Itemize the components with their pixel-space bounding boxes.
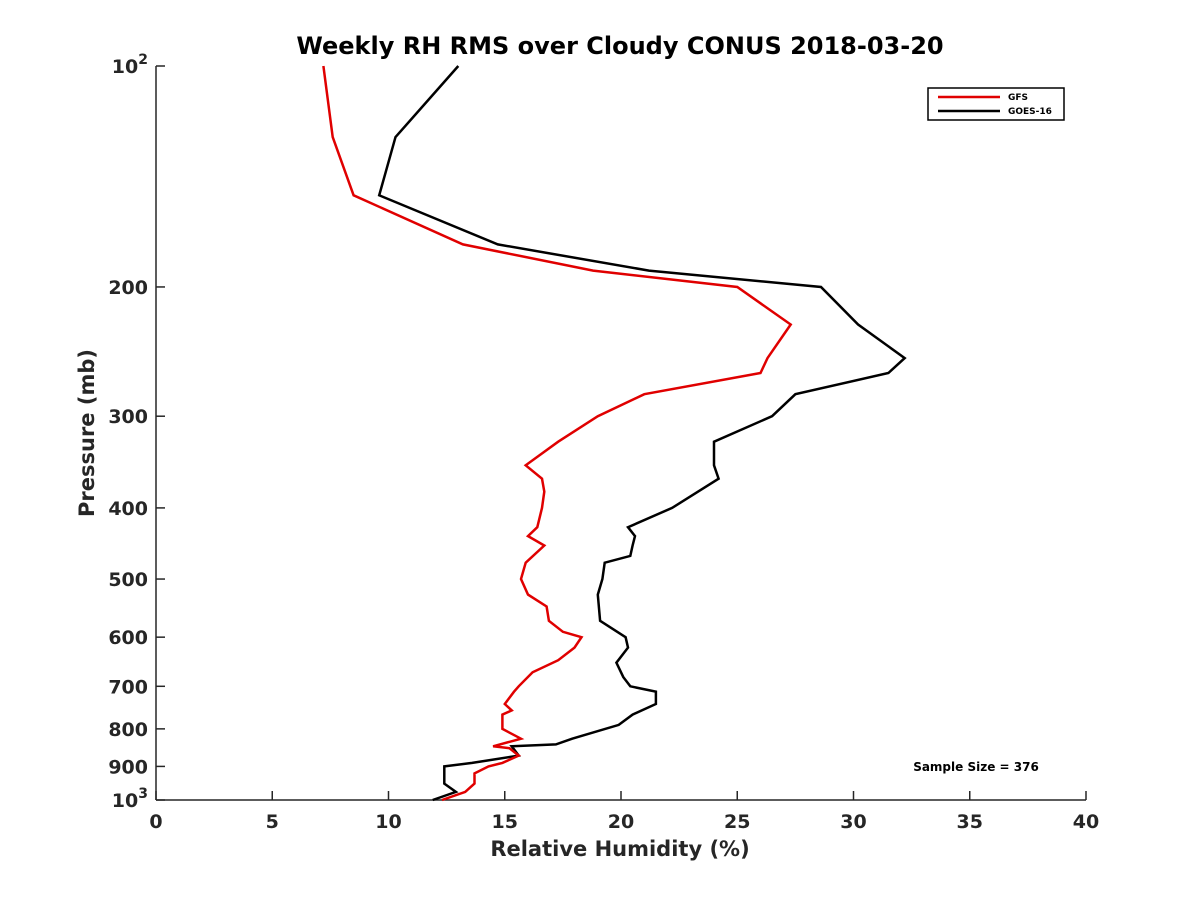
x-tick-label: 20 <box>608 811 634 833</box>
y-tick-label: 102 <box>112 52 148 78</box>
x-axis-label: Relative Humidity (%) <box>490 837 749 861</box>
y-tick-label: 700 <box>108 676 148 698</box>
y-tick-label: 500 <box>108 569 148 591</box>
legend-label: GOES-16 <box>1008 107 1052 117</box>
series-lines <box>322 65 907 802</box>
x-tick-label: 40 <box>1073 811 1099 833</box>
y-tick-base: 10 <box>112 56 138 78</box>
y-tick-label: 200 <box>108 277 148 299</box>
chart-title: Weekly RH RMS over Cloudy CONUS 2018-03-… <box>296 32 943 60</box>
x-tick-label: 35 <box>957 811 983 833</box>
x-tick-label: 0 <box>149 811 162 833</box>
y-tick-label: 900 <box>108 756 148 778</box>
y-tick-exponent: 3 <box>138 786 148 802</box>
y-tick-label: 800 <box>108 719 148 741</box>
x-tick-label: 10 <box>375 811 401 833</box>
y-tick-exponent: 2 <box>138 52 148 68</box>
x-axis-ticks: 0 5 10 15 20 25 30 35 40 <box>149 791 1099 833</box>
series-line-gfs <box>322 65 793 802</box>
x-tick-label: 25 <box>724 811 750 833</box>
sample-size-annotation: Sample Size = 376 <box>913 760 1039 774</box>
plot-area <box>155 66 1086 801</box>
y-tick-label: 300 <box>108 406 148 428</box>
y-tick-base: 10 <box>112 790 138 812</box>
x-tick-label: 30 <box>840 811 866 833</box>
legend: GFS GOES-16 <box>927 87 1065 121</box>
legend-label: GFS <box>1008 93 1028 103</box>
x-tick-label: 15 <box>492 811 518 833</box>
series-line-goes-16 <box>377 65 907 802</box>
x-tick-label: 5 <box>266 811 279 833</box>
y-tick-label: 600 <box>108 627 148 649</box>
legend-box <box>927 87 1065 121</box>
y-tick-label: 400 <box>108 498 148 520</box>
y-axis-label: Pressure (mb) <box>75 349 99 517</box>
y-tick-label: 103 <box>112 786 148 812</box>
